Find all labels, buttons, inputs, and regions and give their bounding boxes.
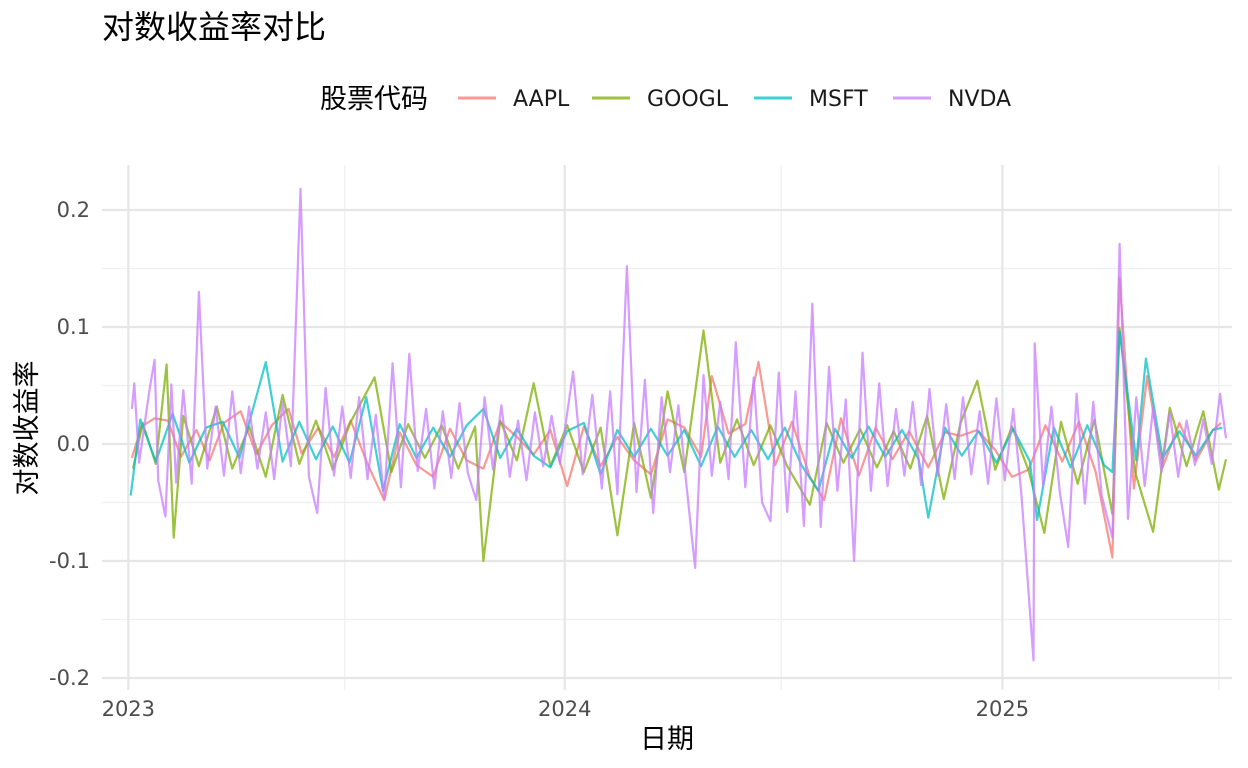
legend-title: 股票代码 — [320, 84, 428, 115]
y-axis-ticks: 0.2 0.1 0.0 -0.1 -0.2 — [49, 198, 90, 690]
series-layer — [129, 187, 1228, 662]
x-tick-label: 2024 — [538, 697, 591, 721]
y-tick-label: 0.2 — [57, 198, 90, 222]
y-tick-label: -0.1 — [49, 549, 90, 573]
legend-label-msft: MSFT — [809, 87, 868, 112]
x-tick-label: 2023 — [102, 697, 155, 721]
y-tick-label: 0.0 — [57, 432, 90, 456]
legend-items: AAPL GOOGL MSFT NVDA — [458, 87, 1011, 112]
legend: 股票代码 AAPL GOOGL MSFT NVDA — [320, 84, 1011, 115]
legend-label-googl: GOOGL — [647, 87, 729, 112]
x-tick-label: 2025 — [976, 697, 1029, 721]
series-line-nvda — [130, 187, 1228, 662]
y-tick-label: 0.1 — [57, 315, 90, 339]
legend-label-aapl: AAPL — [513, 87, 570, 112]
y-axis-title: 对数收益率 — [12, 361, 43, 496]
x-axis-ticks: 2023 2024 2025 — [102, 697, 1030, 721]
x-axis-title: 日期 — [640, 724, 694, 755]
y-tick-label: -0.2 — [49, 666, 90, 690]
legend-label-nvda: NVDA — [948, 87, 1011, 112]
chart-title: 对数收益率对比 — [102, 8, 326, 46]
